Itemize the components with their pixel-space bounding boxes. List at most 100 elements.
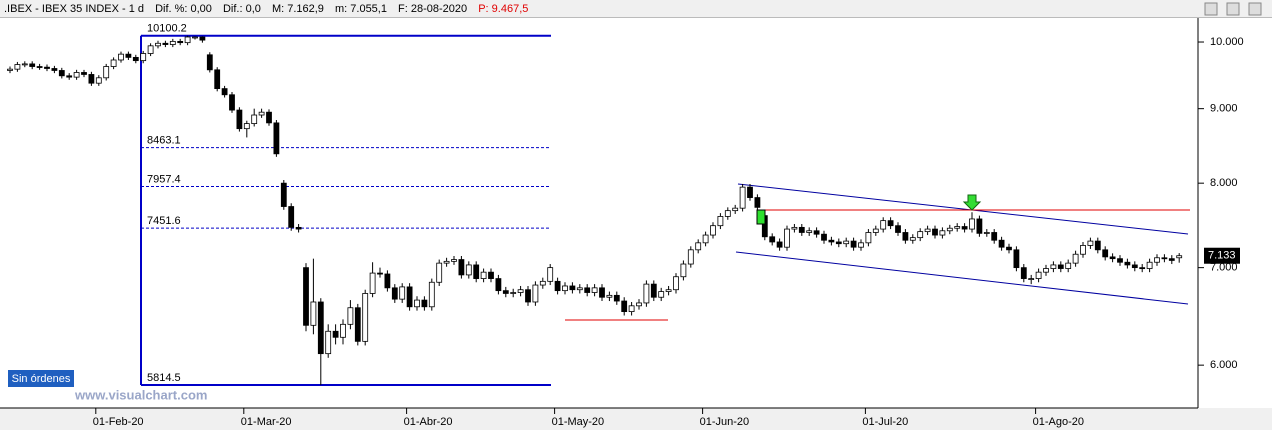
candle-body	[51, 68, 58, 71]
candle-body	[606, 294, 613, 298]
candle-body	[1146, 261, 1153, 269]
candle-body	[118, 53, 124, 61]
candle-body	[710, 225, 716, 236]
candle-body	[1161, 257, 1168, 260]
candle-body	[140, 53, 147, 62]
window-button[interactable]	[1204, 2, 1218, 16]
candle-body	[562, 285, 568, 292]
candle-body	[539, 280, 546, 286]
window-button[interactable]	[1248, 2, 1262, 16]
y-tick-label: 8.000	[1210, 177, 1238, 189]
candle-body	[310, 301, 317, 326]
candle-body	[599, 287, 605, 298]
candle-body	[784, 228, 790, 248]
candle-body	[184, 36, 191, 44]
candle-body	[961, 226, 968, 230]
candle-body	[81, 72, 87, 75]
candle-body	[895, 225, 901, 233]
orders-button[interactable]	[8, 370, 74, 387]
candle-body	[858, 242, 864, 248]
x-tick-label: 01-May-20	[552, 416, 605, 428]
candle-body	[495, 278, 502, 292]
watermark: www.visualchart.com	[74, 387, 207, 402]
candle-body	[872, 228, 879, 233]
x-tick-label: 01-Ago-20	[1033, 416, 1084, 428]
candle-body	[991, 232, 998, 241]
candle-body	[391, 287, 398, 300]
candle-body	[939, 230, 946, 236]
candle-body	[636, 302, 642, 307]
candle-body	[243, 123, 250, 130]
candle-body	[480, 271, 487, 279]
candle-body	[532, 284, 539, 303]
fib-label: 10100.2	[147, 23, 187, 35]
candle-body	[517, 289, 524, 293]
candle-body	[613, 294, 620, 302]
candle-body	[95, 77, 102, 84]
x-tick-label: 01-Jul-20	[862, 416, 908, 428]
candle-body	[1006, 246, 1012, 251]
candle-body	[1057, 264, 1064, 269]
candle-body	[525, 289, 531, 303]
candle-body	[828, 239, 835, 243]
candle-body	[1109, 256, 1116, 260]
candle-body	[280, 182, 287, 207]
candle-body	[680, 263, 687, 278]
signal-arrow	[962, 194, 982, 211]
candle-body	[1117, 258, 1123, 263]
y-tick-label: 9.000	[1210, 103, 1238, 115]
candle-body	[621, 300, 628, 313]
candle-body	[214, 69, 221, 90]
candle-body	[236, 109, 243, 130]
channel-upper	[737, 183, 1189, 235]
min: m: 7.055,1	[335, 3, 387, 15]
candle-body	[1102, 249, 1109, 258]
candle-body	[443, 260, 450, 264]
candle-body	[29, 63, 36, 67]
window-button[interactable]	[1226, 2, 1240, 16]
candle-body	[458, 259, 465, 276]
candle-body	[155, 42, 161, 47]
orders-button-label: Sin órdenes	[12, 373, 71, 385]
plot: 10.000 9.000 8.000 7.000 6.000 01-Feb-20 01-Ma…	[7, 23, 1244, 428]
candle-body	[1050, 264, 1057, 269]
candle-body	[7, 68, 13, 71]
candle-body	[229, 94, 235, 111]
candle-body	[584, 287, 591, 293]
candle-body	[569, 285, 576, 291]
candle-body	[909, 237, 916, 241]
candle-body	[14, 64, 21, 70]
candle-body	[206, 54, 213, 71]
candle-body	[769, 236, 776, 243]
candle-body	[687, 249, 694, 265]
candle-body	[954, 226, 961, 229]
signal-highlight	[756, 209, 766, 225]
candle-body	[199, 36, 206, 41]
candle-body	[162, 42, 169, 45]
candle-body	[843, 240, 850, 245]
candle-body	[1013, 249, 1020, 269]
candle-body	[266, 111, 272, 124]
candle-body	[436, 262, 443, 283]
candle-body	[251, 114, 258, 125]
candle-body	[406, 286, 413, 308]
candle-body	[473, 264, 480, 279]
fib-label: 5814.5	[147, 372, 181, 384]
x-axis-strip	[0, 408, 1272, 430]
candle-body	[1154, 257, 1160, 263]
change-pct: Dif. %: 0,00	[155, 3, 212, 15]
candle-body	[665, 289, 672, 292]
candle-body	[125, 53, 132, 58]
candle-body	[724, 210, 731, 217]
candle-body	[21, 63, 28, 66]
candle-body	[1043, 268, 1049, 273]
candle-body	[428, 281, 435, 308]
candle-body	[747, 186, 753, 198]
candle-body	[821, 233, 827, 241]
candle-body	[44, 66, 50, 69]
candle-body	[221, 88, 228, 96]
candle-body	[998, 239, 1005, 248]
candle-body	[1087, 240, 1094, 246]
candle-body	[369, 272, 376, 294]
